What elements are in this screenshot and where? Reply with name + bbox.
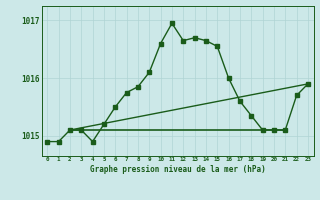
X-axis label: Graphe pression niveau de la mer (hPa): Graphe pression niveau de la mer (hPa) (90, 165, 266, 174)
